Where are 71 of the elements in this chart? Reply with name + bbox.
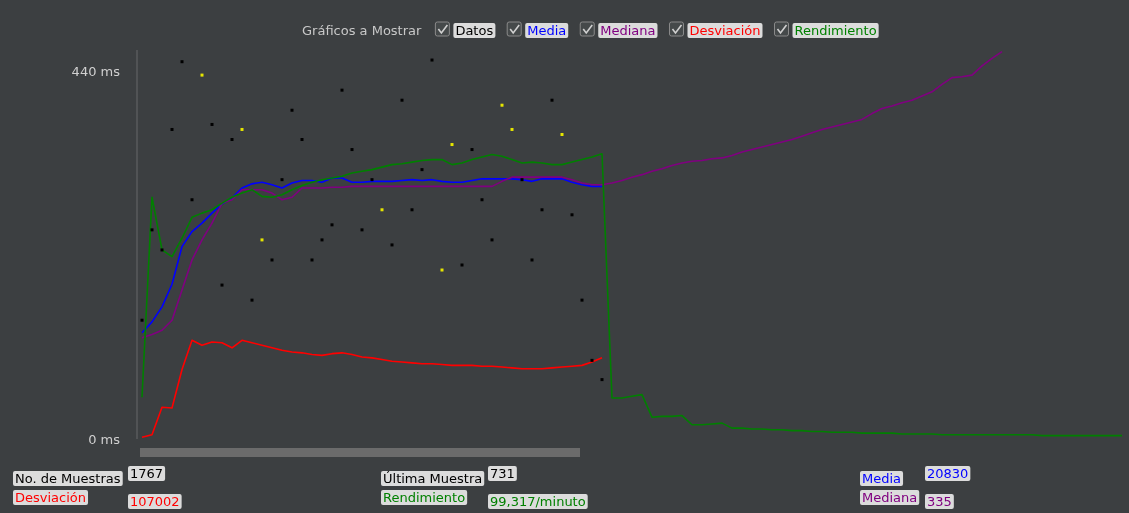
point <box>550 98 554 102</box>
point <box>530 258 534 262</box>
text: 1767 <box>130 466 164 481</box>
point <box>510 127 514 131</box>
point <box>490 238 494 242</box>
y-tick-label: 440 ms <box>71 63 121 79</box>
point <box>600 378 604 382</box>
point <box>470 148 474 152</box>
point <box>300 138 304 142</box>
text: Media <box>527 23 567 38</box>
point <box>210 122 214 126</box>
point <box>440 268 444 272</box>
point <box>480 198 484 202</box>
text: 99,317/minuto <box>490 494 586 509</box>
point <box>250 298 254 302</box>
point <box>200 73 204 77</box>
point <box>460 263 464 267</box>
text: Mediana <box>600 23 656 38</box>
line-series <box>141 177 603 334</box>
line-series <box>141 152 1123 437</box>
text: 20830 <box>927 466 969 481</box>
point <box>420 168 424 172</box>
text: No. de Muestras <box>15 471 121 486</box>
text: Rendimiento <box>794 23 877 38</box>
text: 335 <box>927 494 952 509</box>
point <box>230 138 234 142</box>
text: Desviación <box>15 490 87 505</box>
point <box>240 127 244 131</box>
point <box>570 213 574 217</box>
text: Rendimiento <box>383 490 466 505</box>
point <box>310 258 314 262</box>
text: Mediana <box>862 490 918 505</box>
point <box>390 243 394 247</box>
point <box>290 108 294 112</box>
text: 107002 <box>130 494 180 509</box>
point <box>450 143 454 147</box>
text: Media <box>862 471 902 486</box>
text: Desviación <box>689 23 761 38</box>
point <box>330 223 334 227</box>
point <box>370 178 374 182</box>
legend-title: Gráficos a Mostrar <box>302 23 423 38</box>
point <box>410 208 414 212</box>
point <box>150 228 154 232</box>
point <box>340 88 344 92</box>
point <box>220 283 224 287</box>
point <box>320 238 324 242</box>
point <box>520 178 524 182</box>
text: 731 <box>490 466 515 481</box>
line-series <box>141 339 603 439</box>
point <box>560 132 564 136</box>
text: Última Muestra <box>383 471 483 486</box>
point <box>580 298 584 302</box>
line-series <box>141 50 1003 339</box>
point <box>540 208 544 212</box>
point <box>360 228 364 232</box>
point <box>590 358 594 362</box>
point <box>350 148 354 152</box>
point <box>400 98 404 102</box>
text: Datos <box>455 23 494 38</box>
point <box>160 248 164 252</box>
point <box>380 208 384 212</box>
point <box>280 178 284 182</box>
point <box>430 58 434 62</box>
point <box>170 127 174 131</box>
point <box>180 60 184 64</box>
point <box>260 238 264 242</box>
y-tick-label: 0 ms <box>88 432 121 448</box>
point <box>270 258 274 262</box>
point <box>190 198 194 202</box>
point <box>500 103 504 107</box>
point <box>140 318 144 322</box>
